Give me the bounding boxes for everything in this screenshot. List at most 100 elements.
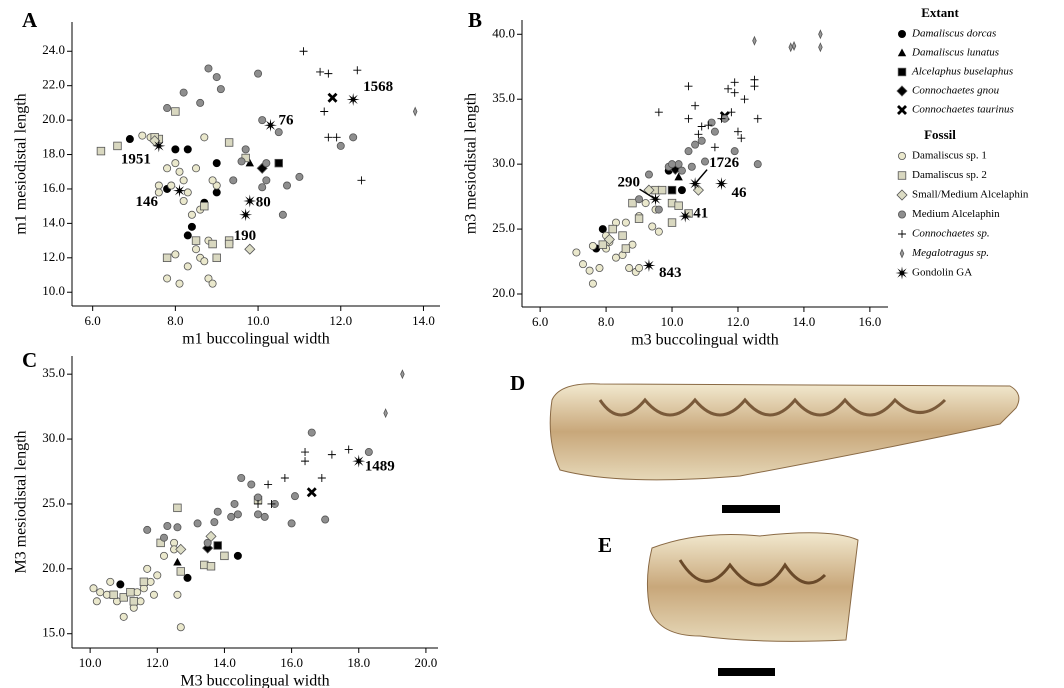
- point: [153, 571, 162, 580]
- point: [160, 533, 169, 542]
- point: [233, 510, 242, 519]
- point: [274, 128, 283, 137]
- point: [730, 78, 739, 87]
- point: [677, 186, 686, 195]
- point: [167, 181, 176, 190]
- point: [608, 224, 617, 234]
- point: [306, 487, 317, 498]
- point: [139, 577, 149, 587]
- point: [579, 260, 588, 269]
- legend-label: Damaliscus lunatus: [911, 47, 999, 59]
- point: [791, 40, 797, 51]
- point: [572, 248, 581, 257]
- point: [254, 499, 263, 508]
- point: [192, 245, 201, 254]
- legend-label: Connochaetes taurinus: [912, 104, 1014, 116]
- point: [171, 250, 180, 259]
- point: [301, 457, 310, 466]
- point: [212, 188, 221, 197]
- point: [753, 114, 762, 123]
- point: [642, 258, 656, 272]
- point: [750, 82, 759, 91]
- point: [176, 623, 185, 632]
- point: [89, 584, 98, 593]
- legend-title: Fossil: [924, 127, 956, 142]
- point: [171, 159, 180, 168]
- point: [208, 279, 217, 288]
- point: [113, 141, 122, 151]
- point: [327, 450, 336, 459]
- x-tick-label: 12.0: [146, 655, 169, 670]
- legend-marker: [896, 85, 908, 97]
- legend-marker: [898, 230, 906, 238]
- point: [244, 243, 256, 255]
- point: [687, 162, 696, 171]
- point: [216, 85, 225, 94]
- point-label: 146: [136, 194, 159, 210]
- point: [208, 176, 217, 185]
- leader-line: [694, 169, 708, 185]
- point: [212, 181, 221, 190]
- tooth-pattern: [678, 559, 827, 587]
- point: [245, 158, 254, 167]
- point: [621, 244, 631, 253]
- point: [119, 612, 128, 621]
- point: [239, 208, 253, 222]
- point-label: 46: [731, 185, 747, 201]
- point: [714, 177, 728, 191]
- point: [788, 42, 793, 53]
- point: [674, 172, 683, 181]
- point: [200, 133, 209, 142]
- point: [346, 92, 360, 106]
- point: [412, 106, 418, 117]
- y-tick-label: 25.0: [42, 495, 65, 510]
- point-label: 290: [618, 175, 641, 191]
- x-tick-label: 10.0: [661, 314, 684, 329]
- point: [654, 205, 663, 214]
- point: [701, 157, 710, 166]
- point: [704, 121, 713, 130]
- y-tick-label: 10.0: [42, 283, 65, 298]
- point: [717, 114, 726, 123]
- point: [179, 197, 188, 206]
- point: [287, 519, 296, 528]
- point: [818, 42, 823, 53]
- point: [210, 518, 219, 527]
- point-label: 1568: [363, 79, 393, 95]
- x-tick-label: 8.0: [598, 314, 614, 329]
- legend-label: Small/Medium Alcelaphin: [912, 189, 1029, 201]
- point: [183, 262, 192, 271]
- point: [317, 473, 326, 482]
- point: [171, 145, 180, 154]
- point: [264, 480, 273, 489]
- point: [92, 597, 101, 606]
- point: [336, 141, 345, 150]
- point: [109, 590, 118, 599]
- point: [595, 264, 604, 273]
- legend-label: Connochaetes gnou: [912, 85, 1000, 97]
- point: [243, 194, 257, 208]
- point: [138, 131, 147, 140]
- point: [691, 140, 700, 149]
- point: [173, 503, 182, 513]
- point: [227, 512, 236, 521]
- x-tick-label: 6.0: [532, 314, 548, 329]
- point: [598, 240, 607, 249]
- point: [254, 69, 263, 78]
- point: [263, 118, 277, 132]
- y-tick-label: 20.0: [42, 560, 65, 575]
- y-tick-label: 35.0: [492, 90, 515, 105]
- legend-marker: [898, 151, 907, 160]
- point: [191, 236, 201, 245]
- y-tick-label: 40.0: [492, 25, 515, 40]
- point-label: 1489: [365, 459, 395, 475]
- x-tick-label: 18.0: [347, 655, 370, 670]
- point: [203, 538, 212, 547]
- point: [730, 88, 739, 97]
- tooth-pattern: [598, 397, 947, 417]
- point: [173, 557, 182, 566]
- tooth-photo-d: [549, 383, 1020, 481]
- point-label: 1951: [121, 151, 151, 167]
- point: [648, 222, 657, 231]
- y-tick-label: 16.0: [42, 180, 65, 195]
